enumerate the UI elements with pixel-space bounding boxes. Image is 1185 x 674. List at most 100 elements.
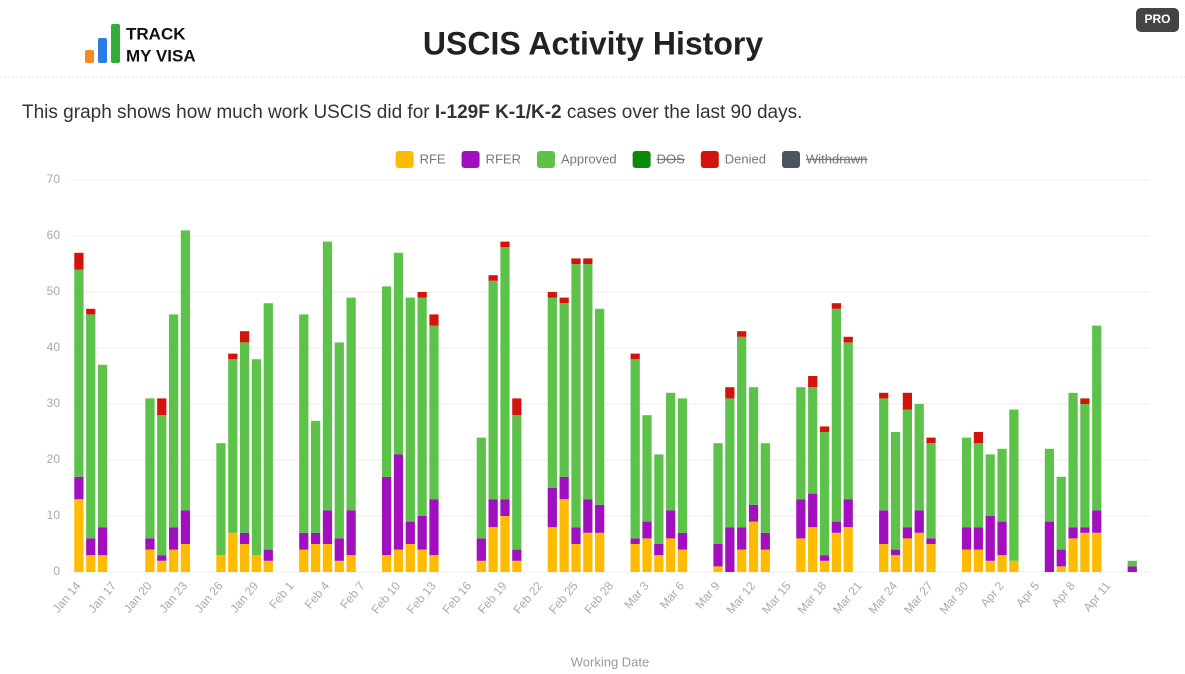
bar-segment: [547, 297, 557, 488]
bar-segment: [228, 353, 238, 360]
x-tick-label: Jan 20: [121, 579, 155, 616]
y-tick-label: 60: [47, 228, 61, 242]
logo-bar: [98, 38, 107, 63]
bar-segment: [476, 437, 486, 539]
bar-segment: [997, 555, 1007, 572]
legend-item[interactable]: Withdrawn: [782, 151, 867, 168]
bar-segment: [157, 415, 167, 556]
bar-segment: [902, 538, 912, 572]
legend-item[interactable]: RFER: [461, 151, 521, 168]
x-tick-label: Apr 2: [978, 579, 1007, 610]
bar-segment: [571, 258, 581, 264]
bar-segment: [713, 443, 723, 544]
bar-segment: [997, 448, 1007, 522]
bar-segment: [559, 499, 569, 572]
bar-segment: [559, 297, 569, 304]
logo-text: MY VISA: [126, 46, 196, 65]
bar-segment: [890, 549, 901, 556]
bar-segment: [737, 331, 747, 337]
bar-segment: [547, 292, 557, 298]
x-tick-label: Feb 10: [368, 579, 403, 617]
bar-segment: [819, 426, 830, 432]
bar-segment: [1080, 404, 1090, 528]
bar-segment: [808, 376, 818, 388]
bar-segment: [843, 527, 853, 572]
bar-segment: [322, 241, 333, 511]
bar-segment: [914, 532, 924, 572]
bar-segment: [1009, 560, 1019, 572]
bar-segment: [86, 308, 96, 315]
x-tick-label: Mar 24: [866, 579, 901, 617]
bar-segment: [239, 342, 250, 533]
x-tick-label: Mar 30: [937, 579, 972, 617]
bar-segment: [973, 549, 984, 572]
bar-segment: [748, 387, 759, 505]
bar-segment: [405, 521, 415, 544]
bar-segment: [405, 297, 415, 522]
bar-segment: [914, 510, 924, 533]
bar-segment: [417, 549, 427, 572]
legend-item[interactable]: Denied: [700, 151, 766, 168]
bar-segment: [926, 443, 936, 539]
bar-segment: [902, 409, 912, 528]
bar-segment: [311, 532, 321, 544]
bar-segment: [429, 499, 439, 556]
x-tick-label: Feb 25: [546, 579, 581, 617]
bar-segment: [417, 516, 427, 550]
x-tick-label: Jan 23: [156, 579, 190, 616]
badge-text: PRO: [1144, 12, 1170, 26]
bar-segment: [346, 510, 356, 556]
x-tick-label: Mar 9: [692, 579, 723, 612]
bar-segment: [926, 538, 936, 544]
bar-segment: [642, 521, 652, 539]
bar-segment: [429, 325, 439, 500]
legend-swatch: [782, 151, 800, 168]
legend-label: RFER: [486, 151, 521, 166]
legend-swatch: [632, 151, 651, 168]
bar-segment: [831, 308, 841, 522]
bar-segment: [1044, 448, 1055, 522]
bar-segment: [1068, 538, 1078, 572]
x-tick-label: Apr 8: [1049, 579, 1078, 610]
bar-segment: [311, 544, 321, 572]
y-tick-label: 50: [47, 284, 61, 298]
y-tick-label: 70: [47, 172, 61, 186]
bar-segment: [1056, 476, 1066, 550]
legend-label: Denied: [725, 151, 766, 166]
bar-segment: [346, 297, 356, 511]
bar-segment: [168, 527, 179, 550]
bar-segment: [630, 353, 640, 360]
bar-segment: [1080, 527, 1090, 533]
bar-segment: [1068, 527, 1078, 539]
bar-segment: [654, 454, 664, 544]
bar-segment: [500, 247, 510, 500]
bar-segment: [725, 387, 735, 399]
bar-segment: [512, 549, 522, 561]
bar-segment: [334, 342, 344, 539]
bar-segment: [926, 544, 936, 572]
bar-segment: [1092, 532, 1102, 572]
logo[interactable]: TRACK MY VISA: [85, 24, 196, 65]
bar-segment: [500, 241, 510, 248]
bar-segment: [1068, 392, 1078, 528]
pro-badge[interactable]: [1136, 8, 1179, 32]
x-tick-label: Feb 4: [302, 579, 333, 612]
bar-segment: [642, 415, 652, 522]
description-text: cases over the last 90 days.: [562, 102, 803, 123]
bar-segment: [512, 415, 522, 550]
bar-segment: [547, 488, 557, 528]
bar-segment: [879, 544, 889, 572]
bar-segment: [879, 392, 889, 399]
legend-item[interactable]: DOS: [632, 151, 686, 168]
bar-segment: [145, 549, 155, 572]
legend-swatch: [700, 151, 719, 168]
bar-segment: [180, 510, 191, 544]
bar-segment: [1080, 398, 1090, 404]
x-tick-label: Feb 1: [266, 579, 297, 612]
bar-segment: [796, 538, 806, 572]
legend-item[interactable]: RFE: [395, 151, 446, 168]
legend-item[interactable]: Approved: [536, 151, 617, 168]
x-axis-title: Working Date: [571, 654, 650, 669]
bar-segment: [654, 544, 664, 556]
legend: RFE RFER Approved DOS Denied Withdrawn: [395, 151, 867, 168]
